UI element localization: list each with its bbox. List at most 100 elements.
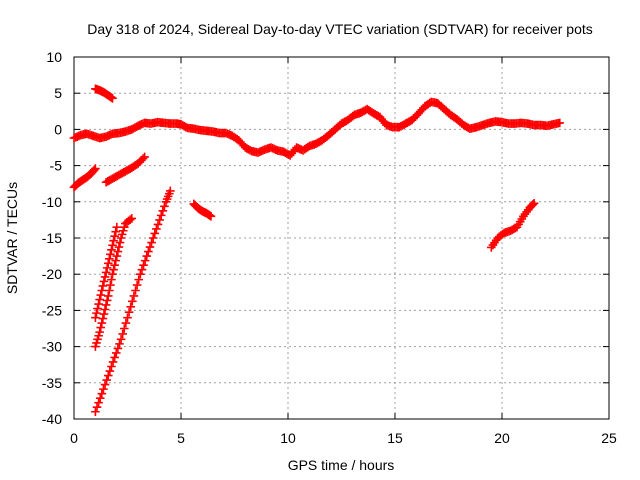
data-point [126,302,136,312]
data-point [93,304,102,313]
data-point [145,242,155,252]
data-point [105,286,114,295]
series-arc-steep-1 [91,222,122,322]
data-point [99,384,108,394]
data-point [93,335,102,344]
data-point [144,247,153,256]
chart-title: Day 318 of 2024, Sidereal Day-to-day VTE… [87,21,593,37]
data-point [95,295,104,304]
y-axis-ticks: 10 5 0 -5 -10 -15 -20 -25 -30 -35 -40 [42,49,609,427]
data-point [98,281,108,291]
data-point [123,313,132,322]
data-point [95,393,105,403]
data-point [103,259,113,268]
data-point [528,200,538,209]
data-point [102,263,112,273]
data-point [110,353,119,362]
data-point [142,251,152,261]
data-point [127,214,137,223]
data-point [555,118,565,128]
data-point [158,206,168,216]
data-point [109,236,118,246]
data-point [206,211,216,221]
data-point [137,265,147,274]
data-points [69,84,565,417]
x-tick-label: 20 [494,430,510,446]
data-point [99,309,109,319]
data-point [98,314,108,323]
data-point [107,362,116,371]
data-point [97,389,107,398]
data-point [105,366,115,376]
data-point [111,348,121,358]
data-point [132,280,142,290]
data-point [116,335,126,344]
x-tick-label: 10 [280,430,296,446]
data-point [115,339,124,349]
series-arc-steep-3 [91,186,175,417]
data-point [92,338,101,348]
data-point [121,318,131,328]
y-tick-label: -30 [42,339,62,355]
data-point [108,269,117,279]
data-point [99,277,109,286]
data-point [92,308,101,318]
data-point [115,238,125,247]
grid-lines [74,57,609,419]
data-point [96,290,106,300]
data-point [119,324,129,333]
data-point [117,230,127,239]
series-arc-low-left [69,164,100,192]
data-point [119,222,129,232]
data-point [152,224,161,234]
x-tick-label: 5 [177,430,185,446]
data-point [139,260,148,270]
x-tick-label: 0 [70,430,78,446]
y-tick-label: -20 [42,266,62,282]
y-axis-label: SDTVAR / TECUs [4,182,20,294]
data-point [118,329,127,339]
data-point [116,233,126,243]
data-point [109,265,118,274]
data-point [124,307,134,317]
data-point [97,286,107,295]
x-axis-label: GPS time / hours [288,457,395,473]
y-tick-label: 0 [54,121,62,137]
data-point [156,211,166,220]
series-arc-right [487,198,539,252]
series-arc-short-mid [189,199,216,221]
data-point [91,164,100,173]
data-point [100,272,110,282]
data-point [108,357,118,367]
data-point [113,344,123,353]
data-point [105,254,114,264]
data-point [102,375,111,385]
data-point [94,398,103,408]
data-point [95,327,104,337]
data-point [111,227,121,236]
data-point [150,229,160,238]
data-point [112,251,122,261]
data-point [103,291,113,301]
data-point [114,242,124,252]
data-point [91,342,100,351]
y-tick-label: -15 [42,230,62,246]
data-point [94,331,103,341]
data-point [128,297,137,306]
series-main-trace [69,97,565,160]
data-point [110,260,119,270]
series-arc-high-start [91,84,117,103]
data-point [129,291,139,301]
data-point [155,215,164,225]
data-point [106,249,115,259]
data-point [118,226,128,236]
y-tick-label: 5 [54,85,62,101]
data-point [148,233,158,243]
y-tick-label: 10 [46,49,62,65]
data-point [101,268,111,277]
y-tick-label: -10 [42,194,62,210]
data-point [529,198,539,208]
data-point [96,323,106,332]
data-point [113,247,123,256]
